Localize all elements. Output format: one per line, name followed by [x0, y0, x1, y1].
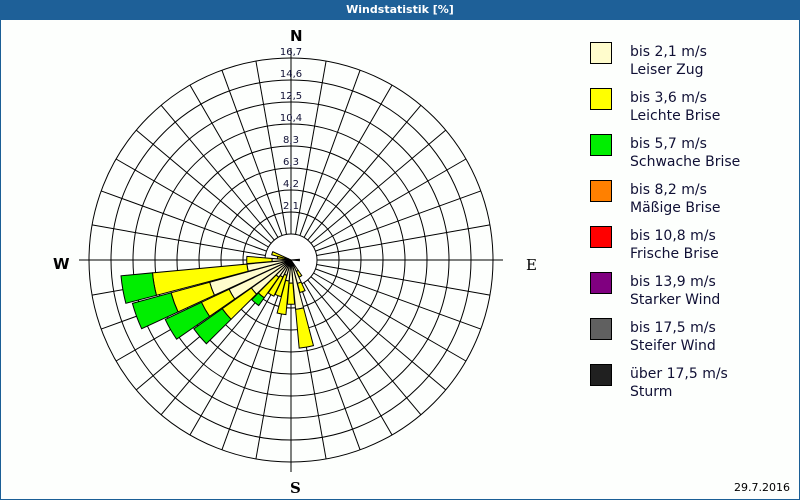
window-title: Windstatistik [%]	[0, 0, 800, 20]
legend-swatch	[590, 88, 612, 110]
compass-west: W	[53, 255, 70, 273]
legend-range: bis 13,9 m/s	[630, 274, 716, 290]
svg-text:16,7: 16,7	[280, 47, 302, 58]
legend-label: Starker Wind	[630, 292, 721, 308]
legend-swatch	[590, 180, 612, 202]
legend-label: Frische Brise	[630, 246, 719, 262]
legend-label: Leichte Brise	[630, 108, 721, 124]
svg-text:10,4: 10,4	[280, 113, 302, 124]
svg-text:12,5: 12,5	[280, 91, 302, 102]
legend-range: über 17,5 m/s	[630, 366, 728, 382]
svg-text:14,6: 14,6	[280, 69, 302, 80]
legend-range: bis 5,7 m/s	[630, 136, 707, 152]
legend-swatch	[590, 226, 612, 248]
wind-rose-chart: 2,1 4,2 6,3 8,3 10,4 12,5 14,6 16,7	[79, 47, 503, 472]
svg-text:4,2: 4,2	[283, 179, 299, 190]
compass-south: S	[290, 479, 301, 497]
compass-north: N	[290, 27, 303, 45]
legend-label: Mäßige Brise	[630, 200, 721, 216]
compass-east: E	[526, 256, 537, 274]
legend-range: bis 10,8 m/s	[630, 228, 716, 244]
svg-text:6,3: 6,3	[283, 157, 299, 168]
legend-swatch	[590, 42, 612, 64]
svg-text:8,3: 8,3	[283, 135, 299, 146]
legend-swatch	[590, 134, 612, 156]
ring-labels: 2,1 4,2 6,3 8,3 10,4 12,5 14,6 16,7	[280, 47, 302, 212]
legend-swatch	[590, 318, 612, 340]
legend-label: Steifer Wind	[630, 338, 716, 354]
legend-range: bis 17,5 m/s	[630, 320, 716, 336]
svg-text:2,1: 2,1	[283, 201, 299, 212]
legend-label: Sturm	[630, 384, 673, 400]
legend-range: bis 3,6 m/s	[630, 90, 707, 106]
wind-sectors	[120, 250, 315, 349]
legend-label: Schwache Brise	[630, 154, 741, 170]
legend-swatch	[590, 272, 612, 294]
legend-label: Leiser Zug	[630, 62, 704, 78]
date-stamp: 29.7.2016	[734, 481, 790, 494]
legend-swatch	[590, 364, 612, 386]
legend-range: bis 2,1 m/s	[630, 44, 707, 60]
legend-range: bis 8,2 m/s	[630, 182, 707, 198]
